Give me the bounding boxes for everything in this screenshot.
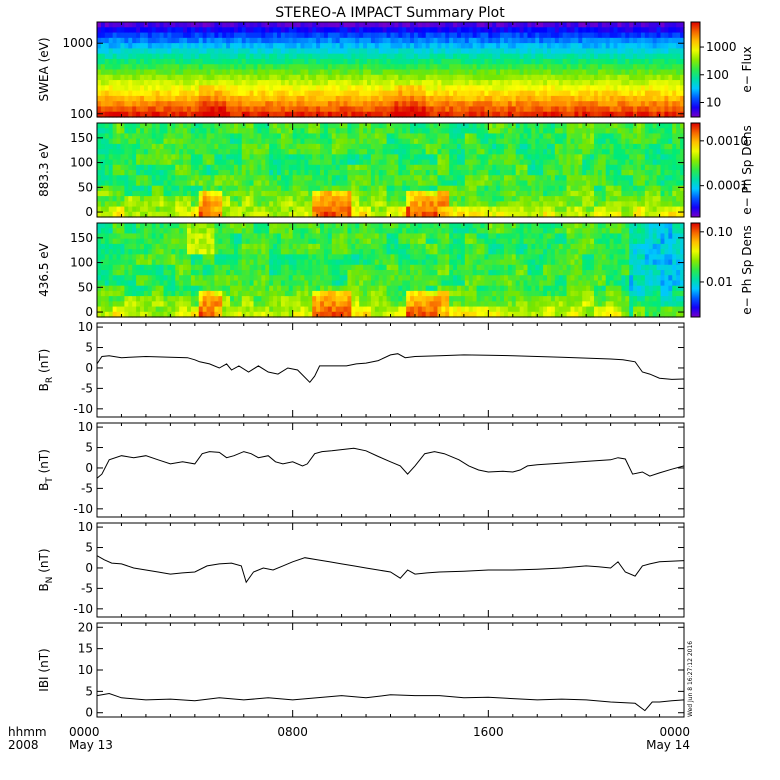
y-tick-label: 5: [85, 684, 93, 698]
colorbar: [690, 21, 701, 118]
y-tick-label: -10: [73, 502, 93, 516]
colorbar-tick-label: 0.0010: [706, 134, 748, 148]
y-tick-label: 20: [78, 620, 93, 634]
colorbar-tick-label: 10: [706, 96, 721, 110]
y-axis-label: 436.5 eV: [37, 242, 51, 297]
series-line: [96, 555, 685, 584]
colorbar: [690, 222, 701, 318]
heatmap-cells: [97, 123, 685, 218]
time-tick-date-label: May 13: [69, 738, 113, 752]
y-tick-label: 100: [70, 256, 93, 270]
y-tick-label: 0: [85, 461, 93, 475]
panel-frame: [96, 622, 685, 718]
y-axis-label: BN (nT): [37, 548, 55, 591]
time-tick-label: 0800: [277, 725, 308, 739]
y-tick-label: 0: [85, 706, 93, 720]
time-tick-label: 1600: [473, 725, 504, 739]
time-axis-row2-label: 2008: [8, 738, 39, 752]
series-line: [96, 447, 685, 479]
plot-title: STEREO-A IMPACT Summary Plot: [275, 5, 505, 21]
y-axis-label: IBI (nT): [37, 648, 51, 691]
y-tick-label: 10: [78, 520, 93, 534]
y-tick-label: 1000: [62, 36, 93, 50]
y-tick-label: -10: [73, 402, 93, 416]
panel-7: 20 15 10 5 0 IBI (nT): [37, 620, 685, 720]
y-tick-label: 50: [78, 280, 93, 294]
y-tick-label: 0: [85, 361, 93, 375]
y-tick-label: 10: [78, 663, 93, 677]
panel-3: 0.10 0.01 e− Ph Sp Dens 150 100 50 0 436.5 eV: [37, 222, 754, 319]
colorbar-tick-label: 100: [706, 68, 729, 82]
y-tick-label: 0: [85, 205, 93, 219]
y-tick-label: 0: [85, 561, 93, 575]
timestamp-label: Wed Jun 8 16:27:12 2016: [687, 641, 694, 717]
time-tick-date-label: May 14: [646, 738, 690, 752]
y-axis-label: BR (nT): [37, 349, 55, 392]
y-tick-label: -5: [81, 381, 93, 395]
heatmap-cells: [97, 22, 685, 118]
panel-frame: [96, 522, 685, 618]
colorbar-tick-label: 0.01: [706, 275, 733, 289]
y-tick-label: -5: [81, 481, 93, 495]
colorbar-tick-label: 1000: [706, 40, 737, 54]
y-tick-label: 5: [85, 441, 93, 455]
y-tick-label: 10: [78, 320, 93, 334]
panel-5: 10 5 0 -5 -10 BT (nT): [37, 420, 685, 518]
panel-frame: [96, 422, 685, 518]
y-axis-label: 883.3 eV: [37, 142, 51, 197]
y-tick-label: 150: [70, 231, 93, 245]
colorbar-label: e− Flux: [740, 46, 754, 92]
series-line: [96, 353, 685, 384]
y-axis-label: BT (nT): [37, 449, 55, 491]
colorbar-tick-label: 0.0001: [706, 179, 748, 193]
panel-6: 10 5 0 -5 -10 BN (nT): [37, 520, 685, 618]
y-tick-label: 15: [78, 642, 93, 656]
colorbar-tick-label: 0.10: [706, 225, 733, 239]
y-tick-label: 5: [85, 341, 93, 355]
y-tick-label: -5: [81, 581, 93, 595]
y-tick-label: -10: [73, 602, 93, 616]
time-tick-label: 0000: [69, 725, 100, 739]
y-tick-label: 50: [78, 180, 93, 194]
series-line: [96, 692, 685, 712]
y-tick-label: 5: [85, 541, 93, 555]
colorbar: [690, 122, 701, 218]
y-tick-label: 10: [78, 420, 93, 434]
y-tick-label: 100: [70, 156, 93, 170]
y-tick-label: 0: [85, 305, 93, 319]
heatmap-cells: [97, 223, 685, 318]
colorbar-label: e− Ph Sp Dens: [740, 125, 754, 214]
panel-4: 10 5 0 -5 -10 BR (nT): [37, 320, 685, 418]
colorbar-label: e− Ph Sp Dens: [740, 225, 754, 314]
panel-frame: [96, 322, 685, 418]
time-axis-row1-label: hhmm: [8, 725, 47, 739]
y-tick-label: 100: [70, 107, 93, 121]
y-axis-label: SWEA (eV): [37, 37, 51, 101]
y-tick-label: 150: [70, 131, 93, 145]
time-tick-label: 0000: [659, 725, 690, 739]
